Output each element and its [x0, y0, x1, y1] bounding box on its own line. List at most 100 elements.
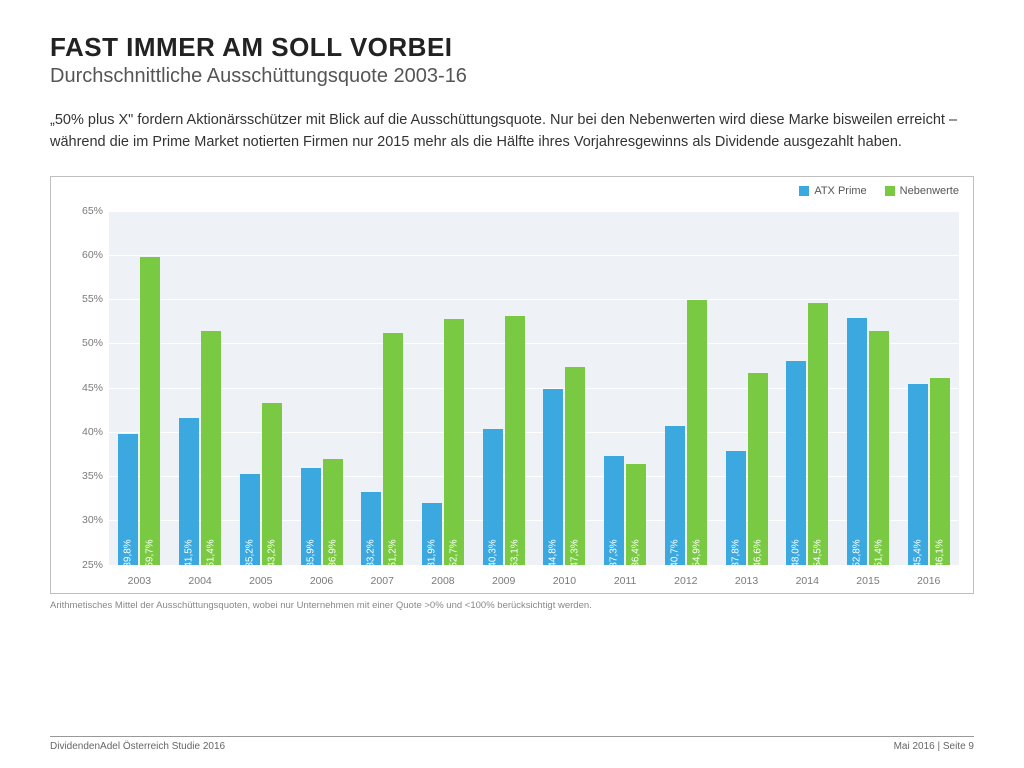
- bar-value-label: 35,9%: [305, 539, 316, 567]
- bar-value-label: 47,3%: [570, 539, 581, 567]
- bar-value-label: 53,1%: [509, 539, 520, 567]
- y-tick-label: 55%: [63, 293, 109, 305]
- year-group: 31,9% 52,7%: [413, 211, 474, 565]
- bar-value-label: 59,7%: [145, 539, 156, 567]
- bar-value-label: 36,9%: [327, 539, 338, 567]
- x-tick-label: 2012: [655, 575, 716, 587]
- nebenwerte-bar: 43,2%: [262, 403, 282, 564]
- chart-container: ATX Prime Nebenwerte 25%30%35%40%45%50%5…: [50, 176, 974, 594]
- x-tick-label: 2010: [534, 575, 595, 587]
- year-group: 39,8% 59,7%: [109, 211, 170, 565]
- x-tick-label: 2016: [898, 575, 959, 587]
- x-tick-label: 2007: [352, 575, 413, 587]
- x-tick-label: 2008: [413, 575, 474, 587]
- nebenwerte-bar: 46,1%: [930, 378, 950, 565]
- x-tick-label: 2014: [777, 575, 838, 587]
- plot-area: 25%30%35%40%45%50%55%60%65%39,8%59,7%41,…: [109, 211, 959, 565]
- legend-swatch-atx: [799, 186, 809, 196]
- y-tick-label: 50%: [63, 337, 109, 349]
- bar-value-label: 46,1%: [934, 539, 945, 567]
- nebenwerte-bar: 36,9%: [323, 459, 343, 564]
- page-title: FAST IMMER AM SOLL VORBEI: [50, 32, 974, 63]
- atx-prime-bar: 37,8%: [726, 451, 746, 564]
- y-tick-label: 45%: [63, 382, 109, 394]
- nebenwerte-bar: 51,4%: [201, 331, 221, 565]
- x-tick-label: 2006: [291, 575, 352, 587]
- nebenwerte-bar: 54,5%: [808, 303, 828, 564]
- footer-left: DividendenAdel Österreich Studie 2016: [50, 741, 225, 752]
- year-group: 40,7% 54,9%: [655, 211, 716, 565]
- chart-legend: ATX Prime Nebenwerte: [799, 185, 959, 197]
- y-tick-label: 40%: [63, 426, 109, 438]
- bar-value-label: 48,0%: [791, 539, 802, 567]
- atx-prime-bar: 35,9%: [301, 468, 321, 564]
- bar-value-label: 31,9%: [426, 539, 437, 567]
- nebenwerte-bar: 47,3%: [565, 367, 585, 564]
- bar-value-label: 43,2%: [266, 539, 277, 567]
- bar-value-label: 44,8%: [548, 539, 559, 567]
- bar-value-label: 36,4%: [631, 539, 642, 567]
- nebenwerte-bar: 59,7%: [140, 257, 160, 564]
- legend-label-atx: ATX Prime: [814, 185, 866, 197]
- bar-value-label: 33,2%: [366, 539, 377, 567]
- legend-item-neben: Nebenwerte: [885, 185, 959, 197]
- year-group: 35,9% 36,9%: [291, 211, 352, 565]
- bars-row: 39,8% 59,7% 41,5% 51,4% 35,2% 43,2% 35,9% 36,9%…: [109, 211, 959, 565]
- atx-prime-bar: 37,3%: [604, 456, 624, 565]
- atx-prime-bar: 41,5%: [179, 418, 199, 564]
- atx-prime-bar: 45,4%: [908, 384, 928, 565]
- bar-value-label: 51,2%: [388, 539, 399, 567]
- year-group: 37,3% 36,4%: [595, 211, 656, 565]
- year-group: 44,8% 47,3%: [534, 211, 595, 565]
- y-tick-label: 65%: [63, 205, 109, 217]
- bar-value-label: 40,7%: [669, 539, 680, 567]
- year-group: 37,8% 46,6%: [716, 211, 777, 565]
- year-group: 45,4% 46,1%: [898, 211, 959, 565]
- nebenwerte-bar: 46,6%: [748, 373, 768, 564]
- bar-value-label: 45,4%: [912, 539, 923, 567]
- bar-value-label: 35,2%: [244, 539, 255, 567]
- x-tick-label: 2011: [595, 575, 656, 587]
- nebenwerte-bar: 54,9%: [687, 300, 707, 565]
- bar-value-label: 52,7%: [448, 539, 459, 567]
- atx-prime-bar: 40,7%: [665, 426, 685, 565]
- description-text: „50% plus X" fordern Aktionärsschützer m…: [50, 110, 974, 154]
- atx-prime-bar: 44,8%: [543, 389, 563, 564]
- atx-prime-bar: 52,8%: [847, 318, 867, 564]
- legend-label-neben: Nebenwerte: [900, 185, 959, 197]
- bar-value-label: 37,3%: [609, 539, 620, 567]
- legend-swatch-neben: [885, 186, 895, 196]
- bar-value-label: 46,6%: [752, 539, 763, 567]
- bar-value-label: 51,4%: [206, 539, 217, 567]
- atx-prime-bar: 48,0%: [786, 361, 806, 565]
- bar-value-label: 51,4%: [873, 539, 884, 567]
- year-group: 52,8% 51,4%: [838, 211, 899, 565]
- x-tick-label: 2005: [230, 575, 291, 587]
- year-group: 40,3% 53,1%: [473, 211, 534, 565]
- bar-value-label: 41,5%: [184, 539, 195, 567]
- nebenwerte-bar: 51,4%: [869, 331, 889, 565]
- page-footer: DividendenAdel Österreich Studie 2016 Ma…: [50, 736, 974, 752]
- atx-prime-bar: 40,3%: [483, 429, 503, 564]
- nebenwerte-bar: 51,2%: [383, 333, 403, 565]
- x-tick-label: 2009: [473, 575, 534, 587]
- x-axis-labels: 2003200420052006200720082009201020112012…: [109, 575, 959, 587]
- gridline: [109, 565, 959, 566]
- y-tick-label: 30%: [63, 514, 109, 526]
- x-tick-label: 2015: [838, 575, 899, 587]
- nebenwerte-bar: 52,7%: [444, 319, 464, 564]
- bar-value-label: 52,8%: [851, 539, 862, 567]
- atx-prime-bar: 39,8%: [118, 434, 138, 565]
- bar-value-label: 54,5%: [813, 539, 824, 567]
- atx-prime-bar: 35,2%: [240, 474, 260, 564]
- x-tick-label: 2004: [170, 575, 231, 587]
- year-group: 33,2% 51,2%: [352, 211, 413, 565]
- atx-prime-bar: 31,9%: [422, 503, 442, 564]
- footer-right: Mai 2016 | Seite 9: [894, 741, 974, 752]
- year-group: 35,2% 43,2%: [230, 211, 291, 565]
- y-tick-label: 25%: [63, 559, 109, 571]
- year-group: 41,5% 51,4%: [170, 211, 231, 565]
- nebenwerte-bar: 53,1%: [505, 316, 525, 565]
- y-tick-label: 60%: [63, 249, 109, 261]
- bar-value-label: 54,9%: [691, 539, 702, 567]
